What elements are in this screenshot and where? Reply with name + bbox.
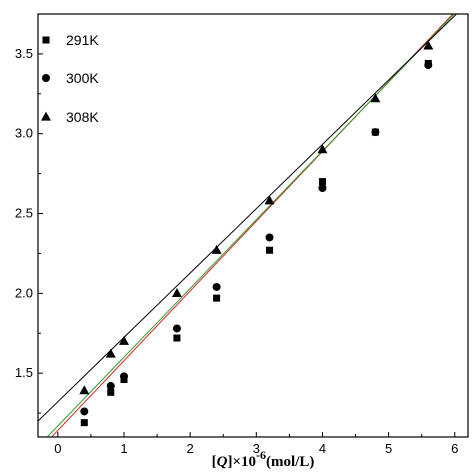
- x-tick-label: 1: [120, 441, 127, 456]
- legend-label-300K: 300K: [66, 70, 99, 86]
- y-tick-label: 1.5: [15, 365, 33, 380]
- point-291K: [318, 178, 326, 186]
- y-tick-label: 3.5: [15, 46, 33, 61]
- x-tick-label: 4: [319, 441, 326, 456]
- legend: 291K 300K 308K: [41, 32, 99, 125]
- legend-label-308K: 308K: [66, 109, 99, 125]
- fit-line-300K: [46, 14, 455, 437]
- point-308K: [105, 348, 116, 358]
- x-axis-label: [Q]×10-6(mol/L): [212, 448, 315, 470]
- point-308K: [211, 244, 222, 254]
- point-300K: [172, 324, 181, 333]
- point-300K: [424, 61, 433, 70]
- point-308K: [119, 335, 129, 345]
- point-291K: [173, 334, 181, 342]
- x-tick-label: 6: [451, 441, 458, 456]
- legend-marker-308K: [41, 111, 51, 121]
- fit-line-308K: [38, 14, 458, 422]
- xlabel-open: [: [212, 454, 217, 470]
- point-300K: [80, 407, 89, 416]
- legend-label-291K: 291K: [66, 32, 99, 48]
- legend-marker-291K: [42, 36, 50, 44]
- xlabel-exp: -6: [256, 448, 266, 462]
- xlabel-unit: (mol/L): [266, 454, 314, 470]
- point-308K: [171, 287, 182, 297]
- tick-labels: 0 1 2 3 4 5 6 1.5 2.0 2.5 3.0 3.5: [15, 46, 458, 456]
- point-308K: [370, 93, 381, 103]
- point-300K: [265, 233, 274, 242]
- xlabel-close: ]×10: [227, 454, 256, 470]
- point-291K: [107, 388, 115, 396]
- point-308K: [264, 195, 275, 205]
- xlabel-var: Q: [217, 454, 228, 470]
- point-300K: [106, 381, 115, 390]
- point-308K: [423, 40, 434, 50]
- point-300K: [212, 282, 221, 291]
- axis-ticks: [38, 13, 456, 437]
- legend-marker-300K: [42, 74, 50, 82]
- point-300K: [120, 372, 128, 381]
- point-291K: [266, 246, 274, 254]
- y-tick-label: 3.0: [15, 126, 33, 141]
- plot-frame: [37, 13, 469, 438]
- fit-line-291K: [50, 14, 454, 437]
- y-tick-label: 2.5: [15, 206, 33, 221]
- y-tick-label: 2.0: [15, 285, 33, 300]
- x-tick-label: 3: [253, 441, 260, 456]
- point-300K: [318, 183, 327, 192]
- data-markers: [79, 40, 434, 427]
- x-tick-label: 0: [54, 441, 61, 456]
- x-tick-label: 5: [385, 441, 392, 456]
- point-308K: [317, 144, 328, 154]
- fit-lines: [38, 14, 458, 437]
- point-308K: [79, 385, 90, 395]
- point-291K: [80, 419, 88, 427]
- x-tick-label: 2: [187, 441, 194, 456]
- point-300K: [371, 128, 380, 137]
- point-291K: [213, 294, 221, 302]
